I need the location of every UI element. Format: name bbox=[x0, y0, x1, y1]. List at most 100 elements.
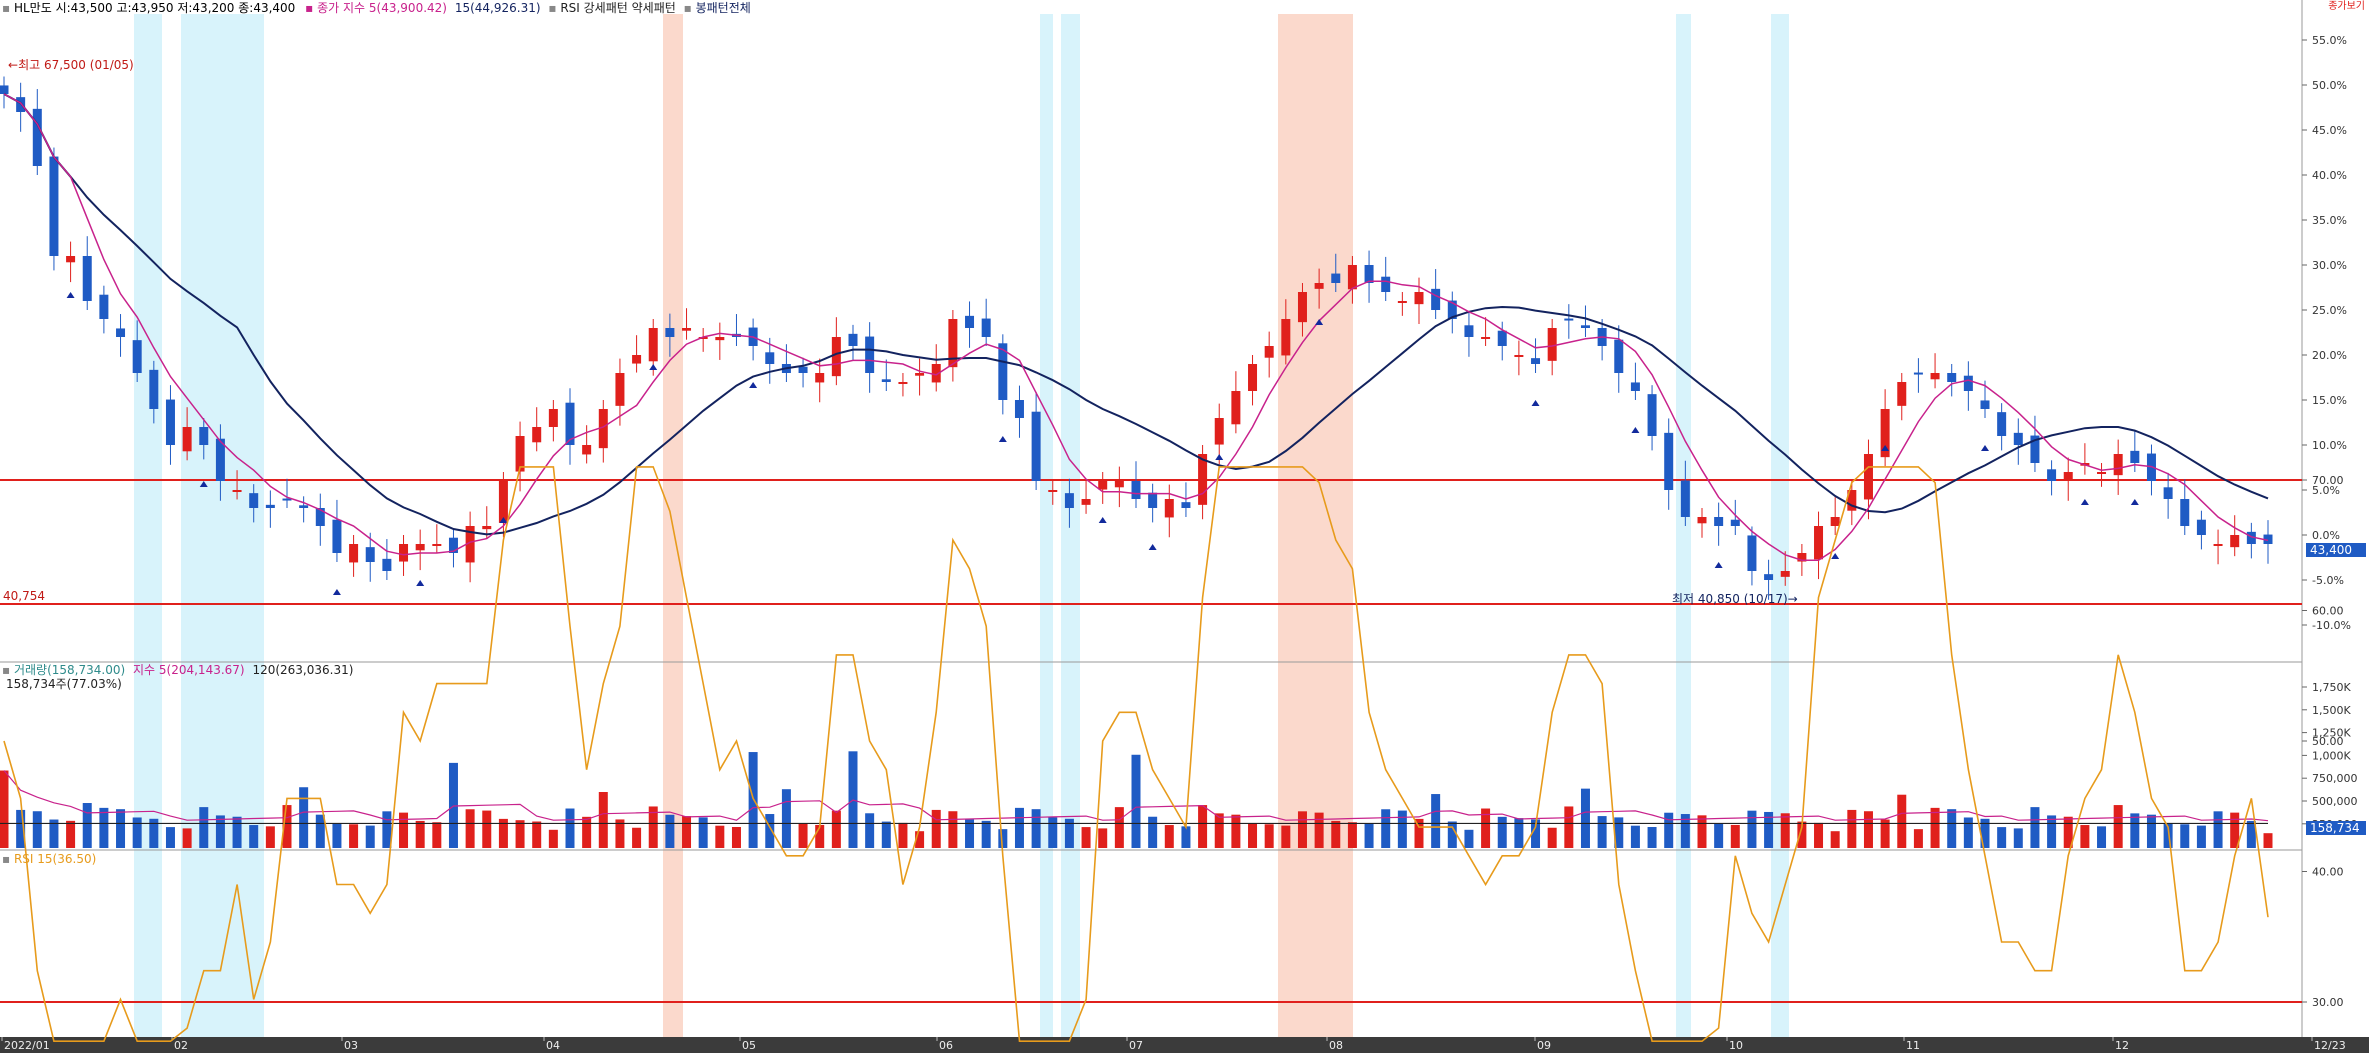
highlight-band bbox=[181, 14, 264, 1052]
current-volume-badge: 158,734 bbox=[2306, 821, 2366, 835]
candle-body bbox=[32, 108, 42, 166]
x-tick-label: 09 bbox=[1537, 1039, 1551, 1052]
candle-body bbox=[965, 315, 975, 328]
bullish-arrow-icon bbox=[1215, 454, 1224, 460]
volume-sub-label: 158,734주(77.03%) bbox=[6, 677, 122, 691]
y-tick-label: 1,250K bbox=[2312, 727, 2351, 740]
volume-bar bbox=[332, 822, 342, 848]
candle-body bbox=[1181, 502, 1191, 508]
highlight-band bbox=[1771, 14, 1789, 1052]
candle-body bbox=[698, 337, 708, 339]
volume-bar bbox=[781, 789, 791, 848]
candle-body bbox=[482, 526, 492, 530]
volume-bar bbox=[1464, 829, 1474, 848]
x-tick-label: 10 bbox=[1729, 1039, 1743, 1052]
y-tick-label: 30.0% bbox=[2312, 259, 2347, 272]
volume-bar bbox=[49, 819, 59, 848]
series-marker-icon: ▪ bbox=[2, 663, 11, 677]
highlight-band bbox=[663, 14, 683, 1052]
x-tick-label: 05 bbox=[742, 1039, 756, 1052]
candle-body bbox=[1747, 535, 1757, 571]
candle-body bbox=[682, 328, 692, 331]
volume-bar bbox=[931, 809, 941, 848]
volume-bar bbox=[632, 827, 642, 848]
volume-bar bbox=[1780, 813, 1790, 848]
candle-body bbox=[1897, 382, 1907, 406]
volume-bar bbox=[415, 820, 425, 848]
candle-body bbox=[1131, 481, 1141, 499]
volume-bar bbox=[1481, 808, 1491, 848]
series-marker-icon: ▪ bbox=[548, 1, 557, 15]
candle-body bbox=[432, 544, 442, 546]
y-tick-label: -5.0% bbox=[2312, 574, 2344, 587]
volume-bar bbox=[149, 818, 159, 848]
volume-bar bbox=[66, 820, 76, 848]
volume-bar bbox=[399, 812, 409, 848]
x-tick-label: 02 bbox=[174, 1039, 188, 1052]
volume-bar bbox=[1181, 826, 1191, 848]
volume-bar bbox=[182, 828, 192, 848]
candle-body bbox=[448, 537, 458, 553]
candle-body bbox=[1730, 519, 1740, 526]
candle-body bbox=[665, 328, 675, 337]
bullish-arrow-icon bbox=[1714, 562, 1723, 568]
volume-bar bbox=[1164, 825, 1174, 848]
rsi-header: ▪ RSI 15(36.50) bbox=[2, 852, 96, 866]
candle-body bbox=[1830, 517, 1840, 526]
candle-body bbox=[1264, 346, 1274, 358]
series-marker-icon: ▪ bbox=[2, 1, 11, 15]
candle-body bbox=[0, 85, 9, 94]
bullish-arrow-icon bbox=[2130, 499, 2139, 505]
candle-body bbox=[765, 352, 775, 364]
volume-bar bbox=[2163, 822, 2173, 848]
support-label: 40,754 bbox=[3, 589, 45, 603]
candle-body bbox=[1297, 292, 1307, 323]
all-pattern-label: 봉패턴전체 bbox=[695, 1, 751, 15]
candle-body bbox=[1780, 571, 1790, 577]
candle-body bbox=[66, 256, 76, 263]
candle-body bbox=[165, 399, 175, 445]
volume-bar bbox=[2047, 815, 2057, 848]
volume-bar bbox=[1997, 827, 2007, 848]
volume-bar bbox=[731, 827, 741, 848]
volume-bar bbox=[1913, 829, 1923, 848]
volume-bar bbox=[1947, 809, 1957, 848]
corner-label[interactable]: 종가보기 bbox=[2328, 1, 2365, 12]
candle-body bbox=[49, 156, 59, 256]
volume-bar bbox=[1231, 814, 1241, 848]
candle-body bbox=[2013, 432, 2023, 445]
candle-body bbox=[299, 505, 309, 508]
y-tick-label: -10.0% bbox=[2312, 619, 2351, 632]
candle-body bbox=[1347, 265, 1357, 290]
volume-bar bbox=[349, 824, 359, 848]
volume-bar bbox=[2013, 828, 2023, 848]
candle-body bbox=[1431, 288, 1441, 310]
volume-bar bbox=[1697, 815, 1707, 848]
candle-body bbox=[2113, 454, 2123, 476]
candle-body bbox=[1930, 373, 1940, 380]
candle-body bbox=[1014, 400, 1024, 418]
volume-bar bbox=[915, 831, 925, 848]
x-tick-label: 08 bbox=[1329, 1039, 1343, 1052]
volume-bar bbox=[1381, 809, 1391, 848]
volume-bar bbox=[2030, 807, 2040, 848]
volume-bar bbox=[1098, 828, 1108, 848]
low-label: 최저 40,850 (10/17) bbox=[1672, 592, 1788, 606]
low-annotation: 최저 40,850 (10/17)→ bbox=[1672, 592, 1798, 606]
volume-bar bbox=[165, 827, 175, 848]
volume-bar bbox=[715, 825, 725, 848]
volume-bar bbox=[32, 811, 42, 848]
volume-bar bbox=[16, 809, 26, 848]
candle-body bbox=[2213, 544, 2223, 546]
volume-bar bbox=[1664, 812, 1674, 848]
volume-bar bbox=[1747, 810, 1757, 848]
volume-bar bbox=[1281, 825, 1291, 848]
candle-body bbox=[332, 519, 342, 553]
candle-body bbox=[82, 256, 92, 301]
volume-header: ▪ 거래량(158,734.00) 지수 5(204,143.67) 120(2… bbox=[2, 663, 353, 677]
candle-body bbox=[1880, 409, 1890, 458]
highlight-band bbox=[1061, 14, 1080, 1052]
y-tick-label: 1,000K bbox=[2312, 749, 2351, 762]
